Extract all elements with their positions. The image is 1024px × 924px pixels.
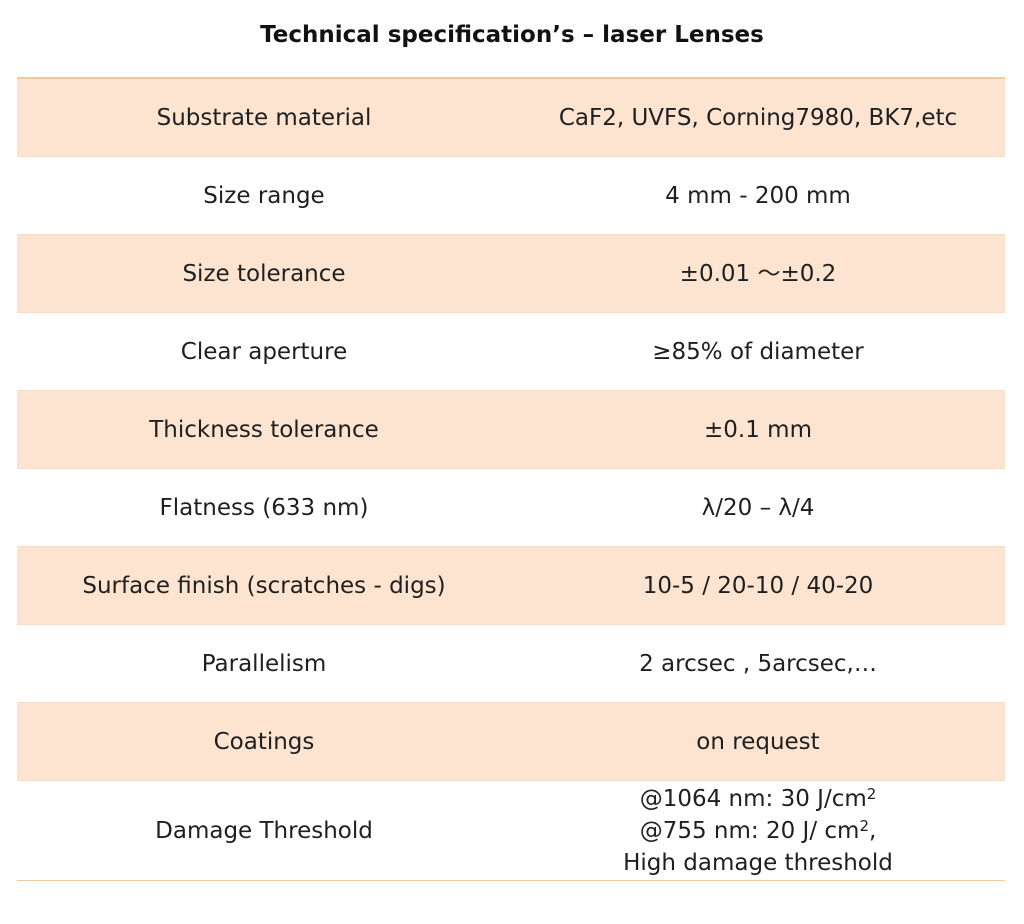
damage-line-1-text: @1064 nm: 30 J/cm bbox=[639, 785, 867, 812]
table-row: Surface finish (scratches - digs) 10-5 /… bbox=[17, 547, 1005, 625]
damage-line-1-sup: 2 bbox=[866, 784, 877, 803]
table-row: Size range 4 mm - 200 mm bbox=[17, 157, 1005, 235]
table-row: Size tolerance ±0.01 ～±0.2 bbox=[17, 235, 1005, 313]
table-row: Clear aperture ≥85% of diameter bbox=[17, 313, 1005, 391]
parameter-cell: Clear aperture bbox=[180, 338, 348, 365]
page-title: Technical specification’s – laser Lenses bbox=[260, 22, 764, 48]
damage-line-1: @1064 nm: 30 J/cm2 bbox=[511, 783, 1005, 815]
table-row: Substrate material CaF2, UVFS, Corning79… bbox=[17, 79, 1005, 157]
value-cell: 10-5 / 20-10 / 40-20 bbox=[642, 572, 874, 599]
value-cell-multiline: @1064 nm: 30 J/cm2 @755 nm: 20 J/ cm2, H… bbox=[511, 783, 1005, 879]
value-cell: on request bbox=[696, 728, 820, 755]
parameter-cell: Size tolerance bbox=[182, 260, 346, 287]
value-cell: ≥85% of diameter bbox=[652, 338, 864, 365]
parameter-cell: Surface finish (scratches - digs) bbox=[82, 572, 446, 599]
table-row: Thickness tolerance ±0.1 mm bbox=[17, 391, 1005, 469]
value-cell: ±0.01 ～±0.2 bbox=[679, 260, 837, 287]
parameter-cell: Flatness (633 nm) bbox=[159, 494, 369, 521]
value-cell: ±0.1 mm bbox=[704, 416, 812, 443]
parameter-cell: Coatings bbox=[213, 728, 315, 755]
damage-line-2: @755 nm: 20 J/ cm2, bbox=[511, 815, 1005, 847]
parameter-cell: Damage Threshold bbox=[155, 817, 373, 844]
value-cell: CaF2, UVFS, Corning7980, BK7,etc bbox=[558, 104, 958, 131]
table-row-damage-threshold: Damage Threshold @1064 nm: 30 J/cm2 @755… bbox=[17, 781, 1005, 881]
parameter-cell: Parallelism bbox=[201, 650, 327, 677]
value-cell: 2 arcsec , 5arcsec,… bbox=[639, 650, 877, 677]
value-cell: 4 mm - 200 mm bbox=[665, 182, 851, 209]
parameter-cell: Size range bbox=[203, 182, 325, 209]
parameter-cell: Thickness tolerance bbox=[149, 416, 379, 443]
damage-line-3: High damage threshold bbox=[623, 849, 893, 876]
damage-line-2-sup: 2 bbox=[859, 816, 869, 835]
value-cell: λ/20 – λ/4 bbox=[701, 494, 815, 521]
table-row: Coatings on request bbox=[17, 703, 1005, 781]
damage-line-2-text: @755 nm: 20 J/ cm bbox=[639, 817, 860, 844]
specification-table: Substrate material CaF2, UVFS, Corning79… bbox=[17, 77, 1005, 881]
table-row: Flatness (633 nm) λ/20 – λ/4 bbox=[17, 469, 1005, 547]
damage-line-2-post: , bbox=[868, 817, 877, 844]
parameter-cell: Substrate material bbox=[156, 104, 372, 131]
table-row: Parallelism 2 arcsec , 5arcsec,… bbox=[17, 625, 1005, 703]
